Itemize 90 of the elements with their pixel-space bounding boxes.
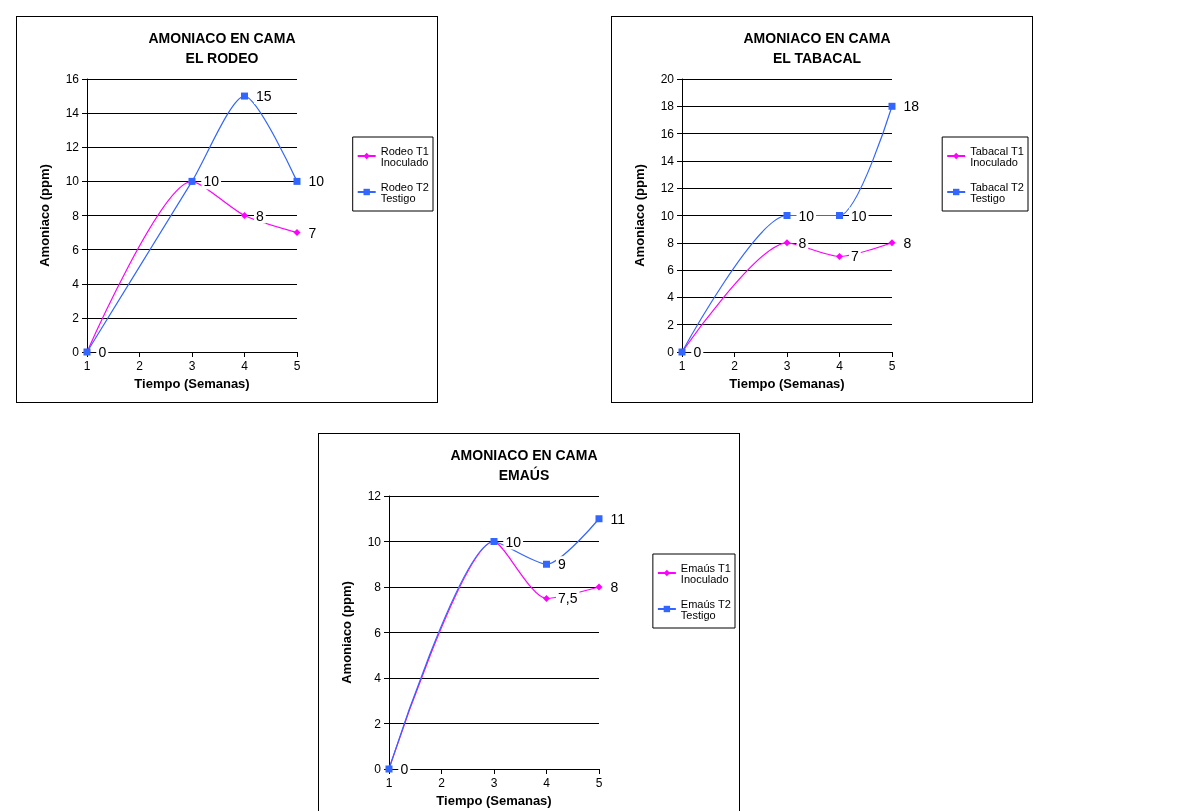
point bbox=[543, 560, 550, 568]
chart-title: AMONIACO EN CAMA EMAÚS bbox=[450, 447, 598, 483]
x-tick-label: 5 bbox=[888, 359, 896, 373]
legend-label: Rodeo T2 Testigo bbox=[380, 180, 429, 204]
y-tick-label: 18 bbox=[660, 99, 675, 114]
x-tick-label: 1 bbox=[83, 359, 91, 373]
y-tick-label: 12 bbox=[367, 489, 382, 503]
point bbox=[783, 212, 791, 219]
x-tick-label: 1 bbox=[385, 776, 393, 790]
y-tick-label: 2 bbox=[667, 317, 675, 332]
x-tick-label: 3 bbox=[188, 359, 196, 373]
y-tick-label: 0 bbox=[72, 345, 80, 359]
data-label: 8 bbox=[256, 207, 264, 224]
x-tick-label: 2 bbox=[136, 359, 144, 373]
data-label: 0 bbox=[98, 344, 107, 360]
x-tick-label: 3 bbox=[490, 776, 498, 790]
y-tick-label: 8 bbox=[72, 208, 80, 223]
y-tick-label: 0 bbox=[374, 762, 382, 776]
data-label: 10 bbox=[203, 173, 220, 190]
legend-label: Rodeo T1 Inoculado bbox=[380, 144, 429, 168]
data-label: 10 bbox=[505, 533, 522, 550]
x-axis-title: Tiempo (Semanas) bbox=[436, 792, 552, 808]
x-tick-label: 4 bbox=[543, 776, 551, 790]
data-label: 7 bbox=[308, 224, 317, 241]
data-label: 11 bbox=[610, 510, 626, 527]
point bbox=[836, 212, 843, 219]
data-label: 10 bbox=[798, 207, 815, 224]
data-label: 7,5 bbox=[558, 590, 578, 607]
x-tick-label: 3 bbox=[783, 359, 791, 373]
point bbox=[783, 239, 791, 247]
data-label: 10 bbox=[851, 207, 867, 224]
legend-label: Tabacal T1 Inoculado bbox=[970, 144, 1024, 168]
y-tick-label: 10 bbox=[65, 174, 80, 189]
point bbox=[888, 239, 896, 247]
point bbox=[888, 102, 896, 110]
x-tick-label: 1 bbox=[678, 359, 686, 373]
chart-title: AMONIACO EN CAMA EL RODEO bbox=[148, 30, 296, 66]
data-label: 0 bbox=[400, 761, 409, 777]
point bbox=[595, 515, 603, 523]
data-label: 7 bbox=[851, 248, 859, 265]
data-label: 8 bbox=[798, 234, 807, 251]
y-tick-label: 16 bbox=[65, 72, 80, 86]
legend-label: Emaús T1 Inoculado bbox=[680, 561, 731, 585]
y-tick-label: 8 bbox=[667, 235, 675, 250]
x-tick-label: 2 bbox=[731, 359, 739, 373]
data-label: 10 bbox=[308, 173, 325, 190]
y-tick-label: 0 bbox=[667, 345, 675, 359]
chart-title: AMONIACO EN CAMA EL TABACAL bbox=[743, 30, 891, 66]
y-tick-label: 20 bbox=[660, 72, 675, 86]
data-label: 8 bbox=[610, 579, 619, 595]
legend-label: Tabacal T2 Testigo bbox=[970, 180, 1024, 204]
y-tick-label: 16 bbox=[660, 126, 675, 141]
x-tick-label: 4 bbox=[241, 359, 249, 373]
x-tick-label: 5 bbox=[595, 776, 603, 790]
point bbox=[241, 92, 248, 100]
y-tick-label: 6 bbox=[72, 242, 80, 257]
y-tick-label: 4 bbox=[72, 276, 80, 291]
x-tick-label: 5 bbox=[293, 359, 301, 373]
legend-label: Emaús T2 Testigo bbox=[680, 597, 731, 621]
data-label: 15 bbox=[256, 88, 272, 105]
y-tick-label: 6 bbox=[667, 263, 675, 278]
y-tick-label: 10 bbox=[367, 534, 382, 549]
point bbox=[836, 252, 843, 260]
y-tick-label: 8 bbox=[374, 580, 382, 594]
y-axis-title: Amoniaco (ppm) bbox=[632, 164, 647, 267]
x-tick-label: 2 bbox=[438, 776, 446, 790]
point bbox=[543, 594, 550, 602]
y-tick-label: 12 bbox=[65, 140, 80, 155]
data-label: 0 bbox=[693, 344, 702, 360]
x-axis-title: Tiempo (Semanas) bbox=[134, 375, 250, 391]
y-tick-label: 12 bbox=[660, 181, 675, 196]
point bbox=[293, 177, 301, 185]
y-tick-label: 2 bbox=[72, 310, 80, 325]
y-tick-label: 6 bbox=[374, 625, 382, 640]
data-label: 9 bbox=[558, 556, 566, 573]
y-tick-label: 10 bbox=[660, 208, 675, 223]
y-axis-title: Amoniaco (ppm) bbox=[37, 164, 52, 267]
point bbox=[293, 229, 301, 237]
y-tick-label: 14 bbox=[660, 153, 675, 168]
point bbox=[595, 583, 603, 591]
data-label: 8 bbox=[903, 234, 912, 251]
y-axis-title: Amoniaco (ppm) bbox=[339, 581, 354, 684]
y-tick-label: 14 bbox=[65, 106, 80, 121]
y-tick-label: 2 bbox=[374, 716, 382, 731]
x-axis-title: Tiempo (Semanas) bbox=[729, 375, 845, 391]
x-tick-label: 4 bbox=[836, 359, 844, 373]
y-tick-label: 4 bbox=[667, 290, 675, 305]
y-tick-label: 4 bbox=[374, 671, 382, 685]
data-label: 18 bbox=[903, 98, 920, 115]
point bbox=[241, 212, 248, 219]
